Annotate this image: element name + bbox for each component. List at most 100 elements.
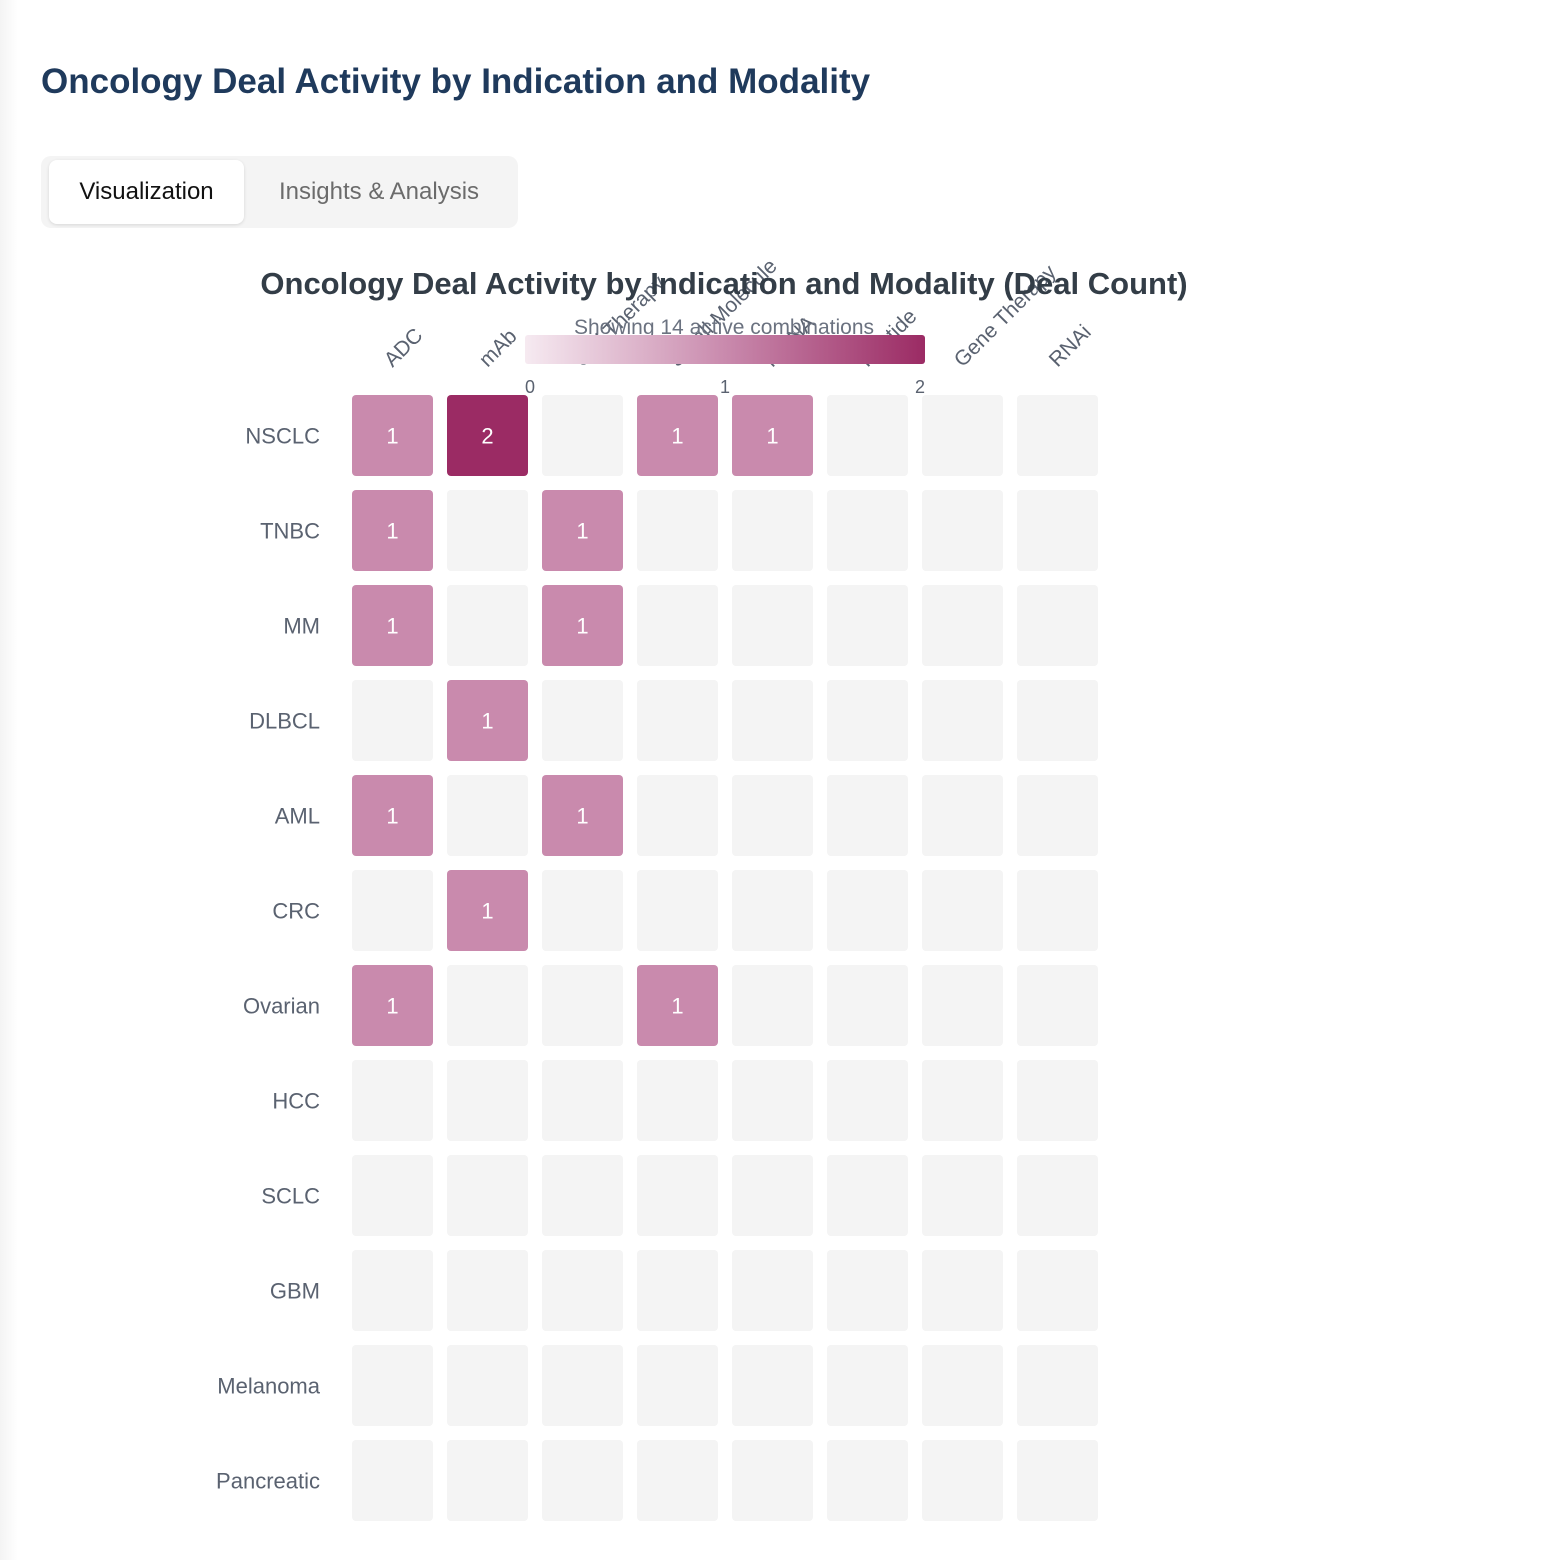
cell-value-label: 1 xyxy=(386,994,398,1019)
heatmap-cell xyxy=(637,395,718,476)
cell-value-label: 1 xyxy=(481,899,493,924)
heatmap-cell xyxy=(637,870,718,951)
row-label: NSCLC xyxy=(245,424,320,449)
heatmap-cell xyxy=(732,775,813,856)
heatmap-cell xyxy=(447,395,528,476)
heatmap-cell xyxy=(352,870,433,951)
row-label: HCC xyxy=(272,1089,320,1114)
heatmap-cell xyxy=(352,1345,433,1426)
heatmap-cell xyxy=(1017,870,1098,951)
heatmap-cell xyxy=(827,1060,908,1141)
heatmap-cell xyxy=(827,395,908,476)
heatmap-cell xyxy=(637,965,718,1046)
heatmap-cell xyxy=(447,1060,528,1141)
tab-insights-analysis[interactable]: Insights & Analysis xyxy=(278,178,480,205)
heatmap-cell xyxy=(1017,490,1098,571)
heatmap-cell xyxy=(922,490,1003,571)
heatmap-cell xyxy=(542,965,623,1046)
legend-color-bar xyxy=(525,335,925,364)
heatmap-cell xyxy=(447,870,528,951)
heatmap-cell xyxy=(637,680,718,761)
heatmap-cell xyxy=(352,490,433,571)
heatmap-cell xyxy=(922,585,1003,666)
cell-value-label: 1 xyxy=(671,424,683,449)
heatmap-cell xyxy=(1017,775,1098,856)
cell-value-label: 1 xyxy=(481,709,493,734)
heatmap-cell xyxy=(827,680,908,761)
cell-value-label: 1 xyxy=(576,804,588,829)
heatmap-cell xyxy=(827,1250,908,1331)
heatmap-cell xyxy=(827,965,908,1046)
chart-title: Oncology Deal Activity by Indication and… xyxy=(260,266,1187,301)
heatmap-cell xyxy=(447,585,528,666)
cell-value-label: 2 xyxy=(481,424,493,449)
heatmap-cell xyxy=(637,585,718,666)
heatmap-cell xyxy=(922,1440,1003,1521)
heatmap-cell xyxy=(732,1155,813,1236)
heatmap-cell xyxy=(1017,585,1098,666)
heatmap-cell xyxy=(732,1440,813,1521)
heatmap-cell xyxy=(447,1345,528,1426)
cell-value-label: 1 xyxy=(576,614,588,639)
page-title: Oncology Deal Activity by Indication and… xyxy=(41,62,871,101)
heatmap-cell xyxy=(352,395,433,476)
heatmap-cell xyxy=(922,680,1003,761)
cell-value-label: 1 xyxy=(386,519,398,544)
heatmap-cell xyxy=(447,1155,528,1236)
heatmap-cell xyxy=(732,1345,813,1426)
row-label: GBM xyxy=(270,1279,320,1304)
heatmap-cell xyxy=(1017,1060,1098,1141)
heatmap-cell xyxy=(827,1345,908,1426)
heatmap-cell xyxy=(447,775,528,856)
heatmap-cell xyxy=(922,1345,1003,1426)
row-label: AML xyxy=(275,804,320,829)
heatmap-cell xyxy=(542,1345,623,1426)
heatmap-cell xyxy=(542,680,623,761)
heatmap-cell xyxy=(352,585,433,666)
heatmap-cell xyxy=(542,1250,623,1331)
heatmap-cell xyxy=(1017,1440,1098,1521)
heatmap-cell xyxy=(542,1060,623,1141)
heatmap-cell xyxy=(827,1440,908,1521)
heatmap-cell xyxy=(637,490,718,571)
heatmap-cell xyxy=(922,1155,1003,1236)
row-label: SCLC xyxy=(261,1184,320,1209)
heatmap-cell xyxy=(352,1440,433,1521)
heatmap-cell xyxy=(827,490,908,571)
heatmap-cell xyxy=(637,775,718,856)
heatmap-cell xyxy=(637,1060,718,1141)
heatmap-cell xyxy=(732,395,813,476)
row-label: TNBC xyxy=(260,519,320,544)
heatmap-cell xyxy=(352,1155,433,1236)
heatmap-cell xyxy=(542,1155,623,1236)
heatmap-cell xyxy=(827,1155,908,1236)
heatmap-cell xyxy=(922,870,1003,951)
cell-value-label: 1 xyxy=(386,424,398,449)
heatmap-cell xyxy=(637,1155,718,1236)
heatmap-cell xyxy=(447,490,528,571)
heatmap-cell xyxy=(922,1250,1003,1331)
heatmap-cell xyxy=(352,1060,433,1141)
row-label: Pancreatic xyxy=(216,1469,320,1494)
cell-value-label: 1 xyxy=(766,424,778,449)
tab-visualization[interactable]: Visualization xyxy=(49,160,244,224)
heatmap-cell xyxy=(732,870,813,951)
legend-tick-label: 0 xyxy=(525,377,535,397)
heatmap-cell xyxy=(732,1250,813,1331)
heatmap-cell xyxy=(447,1250,528,1331)
cell-value-label: 1 xyxy=(386,804,398,829)
heatmap-cell xyxy=(542,1440,623,1521)
heatmap-cell xyxy=(542,585,623,666)
column-label: mAb xyxy=(475,325,522,372)
heatmap-cell xyxy=(447,1440,528,1521)
heatmap-cell xyxy=(732,1060,813,1141)
heatmap-cell xyxy=(1017,965,1098,1046)
cell-value-label: 1 xyxy=(386,614,398,639)
chart-subtitle: Showing 14 active combinations xyxy=(574,316,874,339)
heatmap-cell xyxy=(922,395,1003,476)
heatmap-cell xyxy=(352,1250,433,1331)
heatmap-cell xyxy=(352,775,433,856)
heatmap-cell xyxy=(1017,1345,1098,1426)
heatmap-cell xyxy=(637,1345,718,1426)
